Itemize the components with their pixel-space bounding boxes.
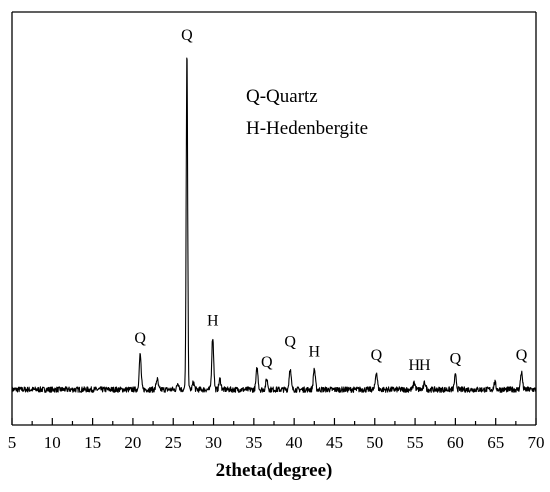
x-tick-label: 35: [245, 433, 262, 452]
peak-label: Q: [181, 27, 193, 44]
x-tick-label: 70: [528, 433, 545, 452]
x-tick-label: 15: [84, 433, 101, 452]
peak-label: Q: [261, 354, 273, 371]
peak-label: H: [419, 357, 431, 374]
peak-label: Q: [134, 330, 146, 347]
peak-label: H: [309, 344, 321, 361]
x-axis-title: 2theta(degree): [216, 460, 333, 481]
peak-label: Q: [450, 351, 462, 368]
x-axis-ticks: [11, 418, 537, 425]
xrd-pattern-line: [11, 57, 537, 393]
peak-label: H: [207, 312, 219, 329]
x-tick-label: 30: [205, 433, 222, 452]
x-tick-label: 55: [407, 433, 424, 452]
peak-label: H: [408, 357, 420, 374]
x-tick-label: 60: [447, 433, 464, 452]
peak-label: Q: [516, 347, 528, 364]
legend-hedenbergite: H-Hedenbergite: [246, 118, 368, 139]
x-tick-label: 5: [8, 433, 17, 452]
x-tick-label: 10: [44, 433, 61, 452]
x-tick-label: 45: [326, 433, 343, 452]
x-tick-label: 25: [165, 433, 182, 452]
peak-label: Q: [284, 334, 296, 351]
peak-label: Q: [371, 347, 383, 364]
plot-area: [11, 11, 537, 426]
x-tick-label: 40: [286, 433, 303, 452]
legend-quartz: Q-Quartz: [246, 86, 318, 107]
x-tick-label: 65: [487, 433, 504, 452]
x-tick-label: 50: [366, 433, 383, 452]
x-tick-label: 20: [124, 433, 141, 452]
x-axis-tick-labels: 5 10 15 20 25 30 35 40 45 50 55 60 65 70: [8, 433, 545, 452]
